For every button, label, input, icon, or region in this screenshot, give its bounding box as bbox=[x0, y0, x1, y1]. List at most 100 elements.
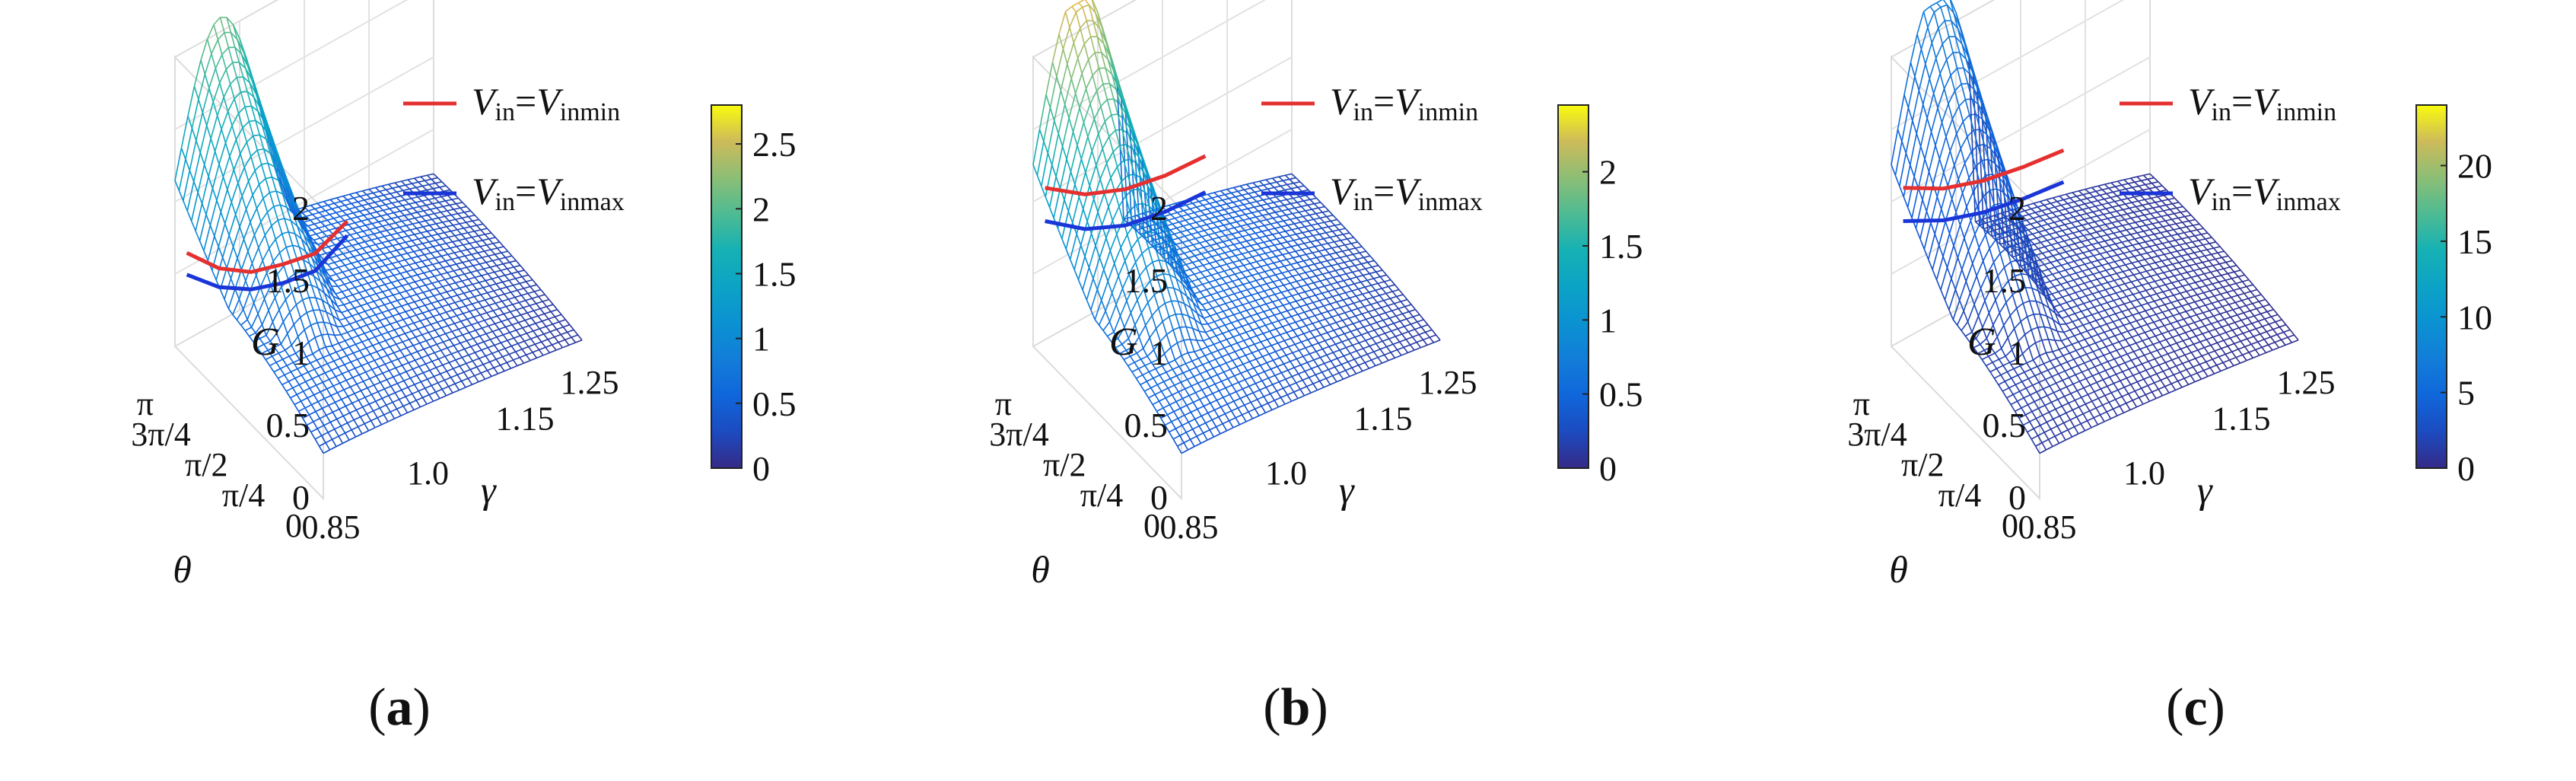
surface-gridline-theta bbox=[193, 59, 202, 87]
surface-gridline-gamma bbox=[447, 272, 452, 279]
surface-gridline-gamma bbox=[321, 299, 327, 313]
surface-gridline-gamma bbox=[326, 388, 332, 397]
surface-gridline-theta bbox=[1232, 333, 1240, 338]
surface-gridline-theta bbox=[336, 253, 344, 257]
surface-gridline-theta bbox=[435, 306, 443, 310]
surface-gridline-theta bbox=[1280, 183, 1288, 187]
surface-gridline-theta bbox=[1099, 237, 1107, 258]
surface-gridline-gamma bbox=[428, 310, 434, 317]
surface-gridline-gamma bbox=[1164, 425, 1170, 432]
surface-gridline-gamma bbox=[1229, 394, 1235, 402]
surface-gridline-theta bbox=[1190, 206, 1197, 210]
surface-gridline-theta bbox=[1111, 276, 1119, 294]
surface-gridline-theta bbox=[278, 299, 287, 311]
surface-gridline-theta bbox=[1112, 145, 1121, 152]
surface-gridline-theta bbox=[454, 233, 462, 237]
surface-gridline-gamma bbox=[1186, 379, 1192, 387]
surface-gridline-gamma bbox=[1197, 409, 1202, 416]
surface-gridline-theta bbox=[243, 222, 251, 240]
surface-gridline-gamma bbox=[392, 245, 398, 251]
surface-gridline-gamma bbox=[1103, 33, 1109, 48]
surface-gridline-theta bbox=[1276, 253, 1283, 257]
surface-gridline-gamma bbox=[420, 176, 425, 181]
surface-gridline-gamma bbox=[1203, 317, 1209, 325]
surface-gridline-gamma bbox=[331, 223, 336, 229]
surface-gridline-gamma bbox=[422, 372, 428, 380]
surface-gridline-theta bbox=[387, 329, 395, 333]
surface-gridline-theta bbox=[1190, 266, 1197, 270]
surface-gridline-gamma bbox=[224, 142, 231, 157]
surface-gridline-theta bbox=[399, 396, 406, 400]
legend-sub: in bbox=[495, 98, 515, 126]
surface-gridline-gamma bbox=[1153, 349, 1159, 360]
surface-gridline-theta bbox=[355, 247, 363, 251]
surface-gridline-gamma bbox=[442, 365, 447, 372]
surface-gridline-theta bbox=[410, 375, 418, 379]
surface-gridline-theta bbox=[1249, 216, 1257, 219]
surface-gridline-theta bbox=[329, 323, 338, 327]
surface-gridline-theta bbox=[1169, 202, 1176, 206]
surface-gridline-theta bbox=[1312, 380, 1320, 384]
surface-gridline-gamma bbox=[334, 309, 340, 321]
surface-gridline-gamma bbox=[409, 229, 415, 235]
surface-gridline-theta bbox=[1168, 217, 1175, 222]
surface-gridline-theta bbox=[354, 304, 361, 309]
surface-gridline-theta bbox=[319, 252, 326, 257]
surface-gridline-gamma bbox=[1246, 395, 1251, 403]
surface-gridline-gamma bbox=[1105, 163, 1111, 178]
surface-gridline-gamma bbox=[1106, 99, 1112, 116]
surface-gridline-gamma bbox=[396, 232, 402, 238]
surface-gridline-gamma bbox=[199, 241, 205, 251]
surface-gridline-theta bbox=[420, 403, 428, 408]
surface-gridline-theta bbox=[353, 253, 361, 257]
surface-gridline-theta bbox=[1167, 410, 1175, 416]
surface-gridline-gamma bbox=[456, 315, 462, 322]
surface-gridline-gamma bbox=[1134, 324, 1140, 337]
surface-gridline-gamma bbox=[450, 214, 456, 220]
surface-gridline-theta bbox=[269, 333, 278, 342]
surface-gridline-theta bbox=[1175, 397, 1183, 403]
surface-gridline-theta bbox=[508, 351, 516, 355]
surface-gridline-gamma bbox=[327, 432, 333, 440]
surface-gridline-gamma bbox=[1155, 368, 1161, 376]
surface-gridline-theta bbox=[221, 111, 229, 130]
surface-gridline-gamma bbox=[1133, 225, 1139, 240]
surface-gridline-gamma bbox=[1077, 145, 1083, 160]
surface-gridline-gamma bbox=[240, 153, 246, 168]
surface-gridline-theta bbox=[345, 202, 352, 206]
surface-gridline-theta bbox=[1391, 308, 1399, 312]
surface-gridline-theta bbox=[412, 238, 419, 241]
surface-gridline-gamma bbox=[429, 369, 434, 378]
surface-gridline-theta bbox=[412, 307, 419, 311]
surface-gridline-theta bbox=[1261, 188, 1268, 192]
surface-gridline-theta bbox=[1092, 68, 1100, 76]
surface-gridline-gamma bbox=[1061, 146, 1067, 160]
surface-gridline-theta bbox=[501, 298, 509, 302]
surface-gridline-gamma bbox=[1227, 378, 1233, 386]
surface-gridline-theta bbox=[1317, 362, 1325, 367]
surface-gridline-gamma bbox=[400, 327, 405, 334]
surface-gridline-theta bbox=[567, 329, 574, 333]
surface-gridline-theta bbox=[320, 235, 327, 239]
surface-gridline-gamma bbox=[257, 110, 263, 126]
surface-gridline-gamma bbox=[398, 186, 404, 191]
surface-gridline-theta bbox=[1105, 292, 1113, 311]
surface-gridline-theta bbox=[478, 299, 485, 303]
surface-gridline-gamma bbox=[447, 253, 453, 260]
surface-gridline-theta bbox=[416, 292, 424, 295]
colorbar: 00.511.522.5 bbox=[711, 104, 797, 488]
surface-gridline-theta bbox=[240, 319, 248, 326]
surface-gridline-theta bbox=[1280, 394, 1288, 399]
surface-gridline-theta bbox=[275, 190, 283, 195]
surface-gridline-gamma bbox=[258, 104, 264, 116]
surface-gridline-gamma bbox=[500, 269, 506, 276]
surface-gridline-theta bbox=[1219, 218, 1226, 222]
surface-gridline-theta bbox=[1356, 348, 1364, 352]
surface-gridline-theta bbox=[269, 362, 277, 367]
surface-gridline-gamma bbox=[383, 236, 390, 242]
surface-gridline-theta bbox=[291, 286, 299, 293]
surface-gridline-theta bbox=[336, 210, 343, 214]
surface-gridline-theta bbox=[1069, 11, 1077, 28]
surface-gridline-theta bbox=[418, 304, 425, 308]
surface-gridline-gamma bbox=[358, 313, 364, 320]
